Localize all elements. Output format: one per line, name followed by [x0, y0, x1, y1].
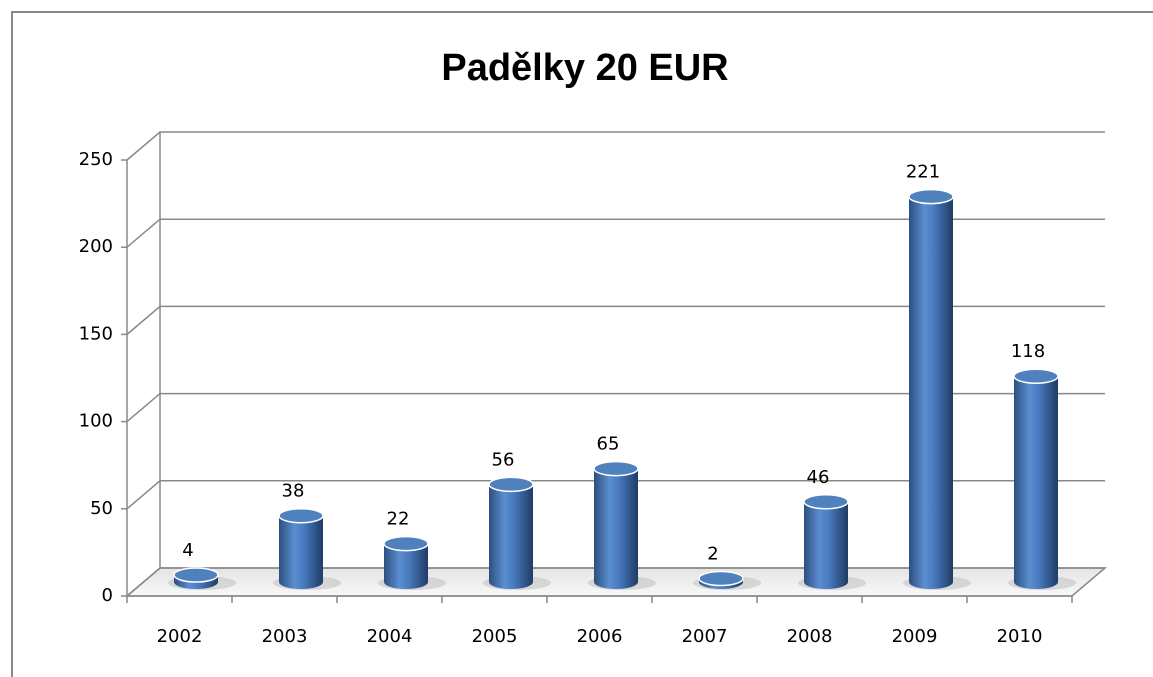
cylinder-body	[279, 515, 323, 589]
cylinder-body	[1014, 376, 1058, 589]
y-tick-label: 0	[102, 585, 113, 606]
value-label: 118	[1011, 341, 1045, 362]
x-tick-label: 2003	[262, 626, 308, 647]
x-tick-label: 2004	[367, 626, 413, 647]
frame	[11, 11, 1153, 677]
cylinder-top	[698, 570, 744, 587]
cylinder	[1008, 368, 1076, 590]
grid-line	[126, 305, 1105, 335]
cylinder	[483, 476, 551, 590]
value-label: 4	[182, 540, 193, 561]
value-label: 65	[597, 434, 620, 455]
cylinder-top	[278, 507, 324, 524]
cylinder-top	[173, 567, 219, 583]
x-tick-label: 2010	[997, 626, 1043, 647]
value-label: 38	[282, 481, 305, 502]
value-label: 2	[707, 544, 718, 565]
y-tick-label: 200	[79, 236, 113, 257]
x-tick-label: 2005	[472, 626, 518, 647]
y-tick-label: 50	[90, 498, 113, 519]
x-tick-label: 2006	[577, 626, 623, 647]
cylinder-top	[803, 494, 849, 510]
grid-line	[126, 480, 1105, 510]
cylinder-top	[1013, 368, 1059, 384]
x-tick-label: 2002	[157, 626, 203, 647]
value-label: 22	[387, 509, 410, 530]
cylinder-body	[804, 501, 848, 589]
grid-line	[126, 392, 1105, 423]
y-tick-label: 250	[79, 149, 113, 170]
cylinder	[693, 570, 761, 590]
cylinder	[588, 460, 656, 590]
chart-title: Padělky 20 EUR	[441, 47, 728, 89]
x-tick-label: 2008	[787, 626, 833, 647]
cylinder-body	[384, 543, 428, 589]
cylinder	[903, 188, 971, 590]
y-tick-label: 100	[79, 411, 113, 432]
x-tick-label: 2007	[682, 626, 728, 647]
cylinder	[798, 494, 866, 590]
cylinder-top	[488, 476, 534, 493]
cylinder-body	[489, 484, 533, 589]
cylinder-body	[909, 196, 953, 590]
grid-line	[126, 218, 1105, 248]
grid-line	[126, 131, 1105, 161]
cylinder	[378, 535, 446, 590]
value-label: 56	[492, 449, 515, 470]
cylinder-top	[908, 188, 954, 205]
cylinder-body	[594, 468, 638, 589]
cylinder	[273, 507, 341, 590]
x-tick-label: 2009	[892, 626, 938, 647]
value-label: 221	[906, 162, 940, 183]
cylinder-top	[593, 460, 639, 477]
value-label: 46	[807, 467, 830, 488]
cylinder	[168, 567, 236, 590]
y-tick-label: 150	[79, 323, 113, 344]
cylinder-top	[383, 535, 429, 552]
grid-line	[126, 567, 1105, 597]
